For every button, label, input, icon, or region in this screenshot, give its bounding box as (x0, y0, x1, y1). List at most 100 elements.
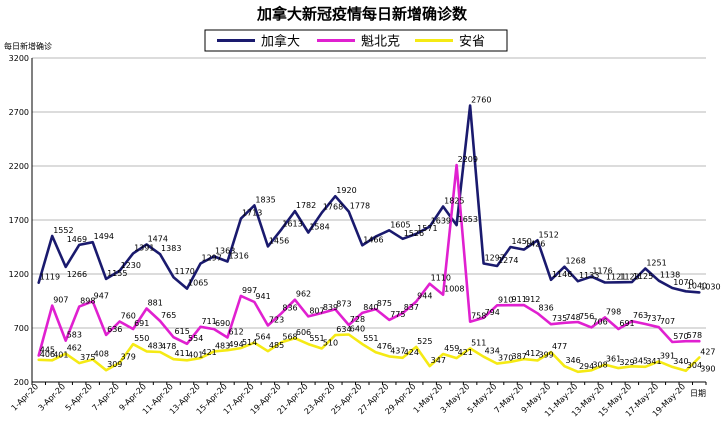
data-label: 483 (148, 341, 163, 350)
data-label: 437 (390, 346, 405, 355)
data-label: 1552 (53, 226, 73, 235)
data-label: 1065 (188, 279, 208, 288)
data-label: 1526 (404, 229, 424, 238)
data-label: 1268 (565, 257, 585, 266)
data-label: 424 (404, 348, 419, 357)
series-line-1 (37, 163, 701, 357)
series-line-2 (37, 333, 701, 374)
data-label: 510 (323, 339, 338, 348)
legend-label: 安省 (459, 35, 485, 50)
data-label: 401 (188, 350, 203, 359)
data-label: 421 (202, 348, 217, 357)
y-tick-label: 1700 (9, 216, 29, 225)
data-label: 304 (687, 361, 702, 370)
data-label: 1266 (67, 270, 87, 279)
data-label: 329 (619, 358, 634, 367)
data-label: 1123 (619, 272, 639, 281)
data-label: 1768 (323, 203, 343, 212)
data-label: 1030 (700, 282, 720, 291)
data-label: 1383 (161, 244, 181, 253)
data-label: 756 (579, 312, 594, 321)
data-label: 525 (417, 337, 432, 346)
data-label: 1121 (606, 273, 626, 282)
data-label: 370 (498, 354, 513, 363)
data-label: 1605 (390, 220, 410, 229)
data-label: 478 (161, 342, 176, 351)
data-label: 551 (363, 334, 378, 343)
data-label: 1782 (296, 201, 316, 210)
series-line-0 (37, 104, 701, 294)
data-label: 1426 (525, 240, 545, 249)
data-label: 907 (53, 296, 68, 305)
data-label: 1070 (673, 278, 693, 287)
data-label: 723 (269, 316, 284, 325)
data-label: 379 (121, 353, 136, 362)
data-label: 345 (633, 356, 648, 365)
data-label: 1138 (660, 271, 680, 280)
data-label: 1133 (579, 271, 599, 280)
data-label: 1456 (269, 236, 289, 245)
data-label: 1297 (485, 254, 505, 263)
data-label: 294 (579, 362, 594, 371)
data-label: 406 (40, 350, 55, 359)
data-label: 1170 (175, 267, 195, 276)
data-label: 1125 (633, 272, 653, 281)
data-label: 550 (134, 334, 149, 343)
y-tick-label: 3200 (9, 54, 29, 63)
data-label: 875 (377, 299, 392, 308)
data-label: 634 (336, 325, 351, 334)
data-label: 1571 (417, 224, 437, 233)
data-label: 476 (377, 342, 392, 351)
legend-box (204, 29, 508, 52)
data-label: 1251 (646, 258, 666, 267)
data-label: 1466 (363, 235, 383, 244)
data-label: 760 (121, 312, 136, 321)
data-label: 836 (282, 303, 297, 312)
data-label: 615 (175, 327, 190, 336)
data-label: 1653 (458, 215, 478, 224)
data-label: 840 (363, 303, 378, 312)
y-tick-label: 2200 (9, 162, 29, 171)
data-label: 1119 (40, 273, 60, 282)
data-label: 837 (404, 303, 419, 312)
data-label: 1835 (255, 195, 275, 204)
legend: 加拿大 魁北克 安省 (204, 29, 508, 52)
data-label: 564 (255, 333, 270, 342)
data-label: 1584 (309, 223, 329, 232)
data-label: 391 (660, 351, 675, 360)
y-tick-label: 200 (14, 378, 29, 387)
data-label: 962 (296, 290, 311, 299)
data-label: 1008 (444, 285, 464, 294)
data-label: 1363 (215, 246, 235, 255)
data-label: 836 (539, 303, 554, 312)
data-label: 728 (350, 315, 365, 324)
data-label: 911 (512, 295, 527, 304)
data-label: 690 (215, 319, 230, 328)
data-label: 1474 (148, 234, 168, 243)
data-label: 711 (202, 317, 217, 326)
data-label: 763 (633, 311, 648, 320)
data-label: 494 (228, 340, 243, 349)
data-label: 347 (431, 356, 446, 365)
data-label: 807 (309, 306, 324, 315)
data-label: 583 (67, 331, 82, 340)
data-label: 514 (242, 338, 257, 347)
y-tick-label: 2700 (9, 108, 29, 117)
data-label: 1512 (539, 230, 559, 239)
x-axis-label: 日期 (690, 389, 706, 398)
data-label: 794 (485, 308, 500, 317)
data-label: 346 (565, 356, 580, 365)
data-label: 1040 (687, 281, 707, 290)
data-label: 839 (323, 303, 338, 312)
data-label: 568 (282, 332, 297, 341)
data-label: 737 (646, 314, 661, 323)
data-label: 445 (40, 346, 55, 355)
data-label: 408 (94, 350, 109, 359)
data-label: 578 (687, 331, 702, 340)
data-label: 947 (94, 291, 109, 300)
data-label: 707 (660, 317, 675, 326)
